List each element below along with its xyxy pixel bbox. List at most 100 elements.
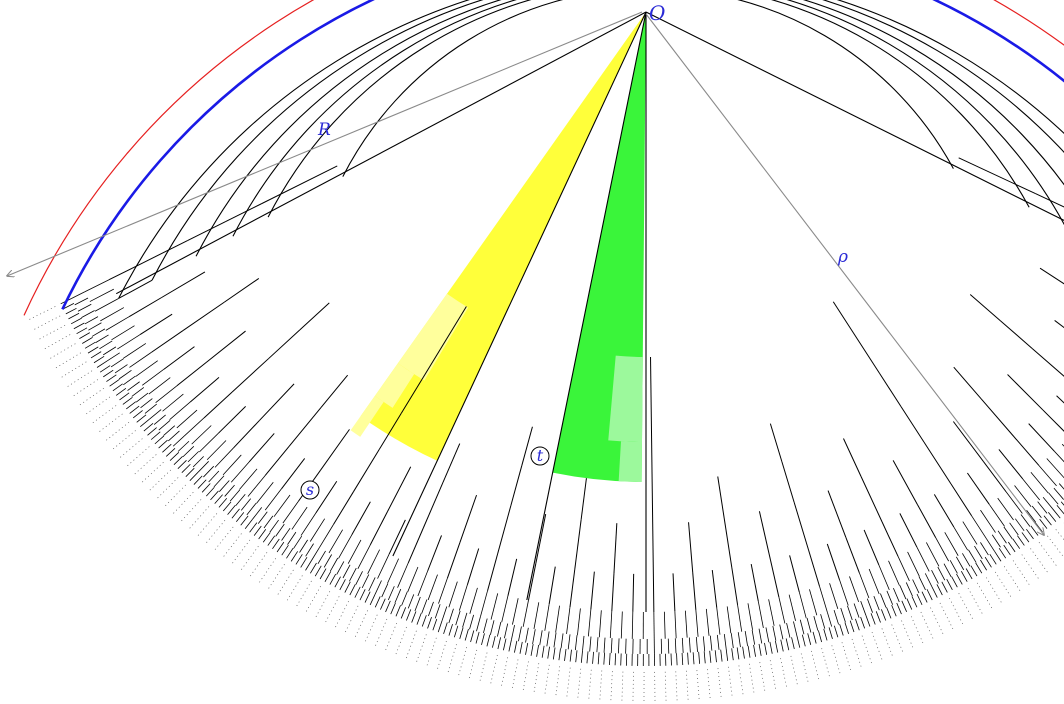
tree-tick <box>695 636 698 652</box>
tree-tick <box>826 543 841 581</box>
tree-tick <box>438 578 448 604</box>
dotted-tick <box>126 446 150 467</box>
dotted-tick <box>479 652 488 682</box>
tree-tick <box>966 472 990 505</box>
dotted-tick <box>1021 554 1040 580</box>
dotted-tick <box>54 352 81 369</box>
tree-tick <box>809 589 818 616</box>
dotted-tick <box>374 618 388 647</box>
tree-tick <box>182 301 225 331</box>
tree-tick <box>975 562 983 574</box>
tree-tick <box>1048 492 1059 505</box>
tree-tick <box>385 600 391 613</box>
tree-tick <box>269 519 279 533</box>
tree-tick <box>564 648 567 661</box>
tree-tick <box>705 608 710 636</box>
tree-tick <box>906 598 913 610</box>
tree-tick <box>714 650 717 663</box>
tree-tick <box>428 601 434 617</box>
tree-tick <box>986 538 995 552</box>
dotted-tick <box>831 645 841 675</box>
tree-tick <box>880 609 887 621</box>
tree-tick <box>401 591 408 606</box>
tree-tick <box>598 610 602 638</box>
tree-tick <box>1042 409 1064 432</box>
tree-tick <box>342 564 351 579</box>
tree-tick <box>247 475 266 497</box>
tree-tick <box>620 611 623 639</box>
tree-tick <box>609 652 611 666</box>
tree-tick <box>651 441 653 482</box>
tree-tick <box>374 580 382 595</box>
tree-tick <box>129 405 140 414</box>
tree-tick <box>720 649 723 662</box>
tree-tick <box>99 365 111 373</box>
tree-tick <box>244 519 253 530</box>
dotted-tick <box>522 661 529 692</box>
dotted-tick <box>49 343 76 360</box>
tree-tick <box>631 611 634 639</box>
tree-tick <box>681 652 684 665</box>
tree-tick <box>192 456 204 468</box>
tree-tick <box>911 596 918 608</box>
tree-tick <box>299 539 308 553</box>
tree-tick <box>1031 347 1064 377</box>
tree-tick <box>416 613 422 625</box>
tree-tick <box>860 476 883 523</box>
tree-tick <box>687 652 689 665</box>
tree-tick <box>774 640 779 653</box>
tree-tick <box>76 327 88 335</box>
tree-tick <box>400 378 423 414</box>
dotted-tick <box>577 668 582 699</box>
tree-tick <box>899 585 907 600</box>
tree-tick <box>965 568 973 580</box>
tree-tick <box>806 617 812 633</box>
dotted-tick <box>133 454 157 475</box>
tree-tick <box>870 613 876 625</box>
tree-tick <box>753 644 756 657</box>
tree-tick <box>462 612 468 628</box>
tree-tick <box>349 567 357 582</box>
dotted-tick <box>501 657 508 687</box>
dotted-tick <box>105 421 130 442</box>
dotted-tick <box>249 552 268 578</box>
tree-tick <box>135 360 158 377</box>
dotted-tick <box>871 631 883 661</box>
tree-tick <box>596 637 599 653</box>
tree-tick <box>497 505 512 555</box>
tree-tick <box>214 494 223 504</box>
tree-tick <box>860 600 867 616</box>
tree-tick <box>946 579 953 590</box>
tree-tick <box>253 525 262 536</box>
tree-tick <box>952 421 984 462</box>
tree-tick <box>925 542 940 567</box>
tree-tick <box>519 641 523 654</box>
tree-tick <box>246 502 257 516</box>
tree-tick <box>891 604 897 617</box>
tree-tick <box>950 483 973 517</box>
tree-tick <box>388 519 406 555</box>
tree-tick <box>305 543 314 557</box>
tree-tick <box>299 302 330 331</box>
tree-tick <box>105 316 130 331</box>
tree-tick <box>1012 538 1021 549</box>
dotted-tick <box>344 605 359 634</box>
dotted-tick <box>675 671 678 702</box>
tree-tick <box>427 574 438 601</box>
tree-tick <box>785 638 790 651</box>
tree-tick <box>723 634 727 650</box>
tree-tick <box>893 587 900 603</box>
green-light-patch-2 <box>618 441 642 482</box>
tree-tick <box>446 542 461 579</box>
tree-tick <box>826 612 833 627</box>
dotted-tick <box>305 586 321 613</box>
dotted-tick <box>685 670 689 701</box>
tree-tick <box>980 542 989 556</box>
tree-tick <box>368 577 376 592</box>
tree-tick <box>117 334 141 350</box>
tree-tick <box>187 451 200 463</box>
tree-tick <box>90 351 102 359</box>
origin-label: O <box>649 1 665 25</box>
tree-tick <box>1031 505 1042 519</box>
dotted-tick <box>1003 566 1021 592</box>
